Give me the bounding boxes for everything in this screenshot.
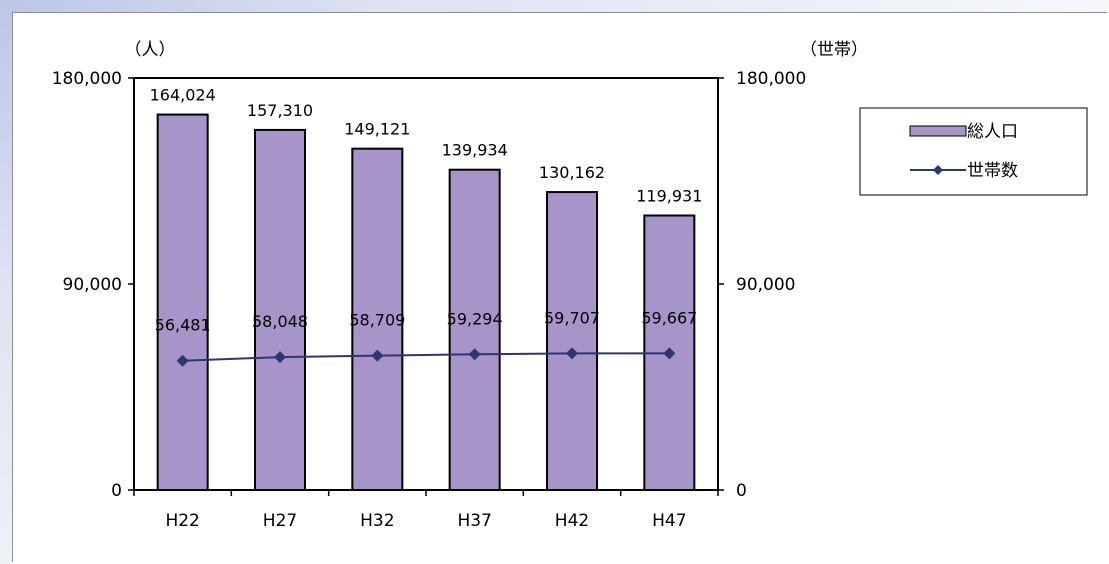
window-edge-left	[0, 0, 12, 564]
left-tick-label-0: 0	[111, 481, 122, 501]
households-label-H22: 56,481	[155, 316, 211, 335]
left-axis-unit: （人）	[125, 40, 176, 60]
right-tick-label-2: 180,000	[736, 69, 806, 89]
x-tick-label-H37: H37	[457, 511, 491, 531]
households-label-H27: 58,048	[252, 312, 308, 331]
right-tick-label-1: 90,000	[736, 275, 795, 295]
households-point-H47	[663, 347, 676, 360]
legend-box	[859, 107, 1088, 196]
legend: 総人口 世帯数	[859, 107, 1088, 196]
legend-marker-households	[933, 165, 943, 175]
left-tick-label-2: 180,000	[52, 69, 122, 89]
bar-label-H22: 164,024	[150, 86, 216, 105]
bar-label-H37: 139,934	[442, 141, 508, 160]
households-line	[182, 352, 670, 362]
legend-label-population: 総人口	[967, 122, 1018, 142]
bar-label-H27: 157,310	[247, 101, 313, 120]
x-tick-label-H22: H22	[165, 511, 199, 531]
x-tick-label-H47: H47	[652, 511, 686, 531]
households-label-H32: 58,709	[349, 311, 405, 330]
right-axis-unit: （世帯）	[800, 40, 868, 60]
plot-layer: 164,024 157,310 149,121 139,934 130,162 119,9…	[133, 77, 719, 492]
bar-H37	[448, 168, 501, 491]
window-edge-top	[0, 0, 1109, 12]
axis-layer: （人） （世帯） 0 90,000 180,000 0 90,000 180,000 H22…	[52, 40, 868, 531]
bar-H22	[156, 113, 209, 491]
plot-area	[133, 77, 719, 491]
bar-H27	[254, 128, 306, 492]
x-tick-label-H32: H32	[360, 511, 394, 531]
households-label-H37: 59,294	[447, 309, 503, 328]
households-label-H47: 59,667	[641, 308, 697, 327]
households-point-H37	[468, 348, 481, 361]
households-point-H32	[371, 349, 384, 362]
legend-label-households: 世帯数	[967, 161, 1018, 181]
left-tick-label-1: 90,000	[63, 275, 122, 295]
bar-H32	[351, 147, 404, 492]
right-tick-label-0: 0	[736, 481, 747, 501]
legend-swatch-population	[909, 125, 967, 137]
bar-label-H42: 130,162	[539, 163, 605, 182]
bar-H42	[546, 191, 598, 491]
households-point-H27	[274, 351, 286, 364]
bar-label-H32: 149,121	[344, 120, 410, 139]
x-tick-label-H27: H27	[263, 511, 297, 531]
households-point-H42	[566, 347, 578, 360]
bar-label-H47: 119,931	[636, 186, 702, 205]
households-point-H22	[176, 354, 189, 367]
households-label-H42: 59,707	[544, 308, 600, 327]
x-tick-label-H42: H42	[555, 511, 589, 531]
